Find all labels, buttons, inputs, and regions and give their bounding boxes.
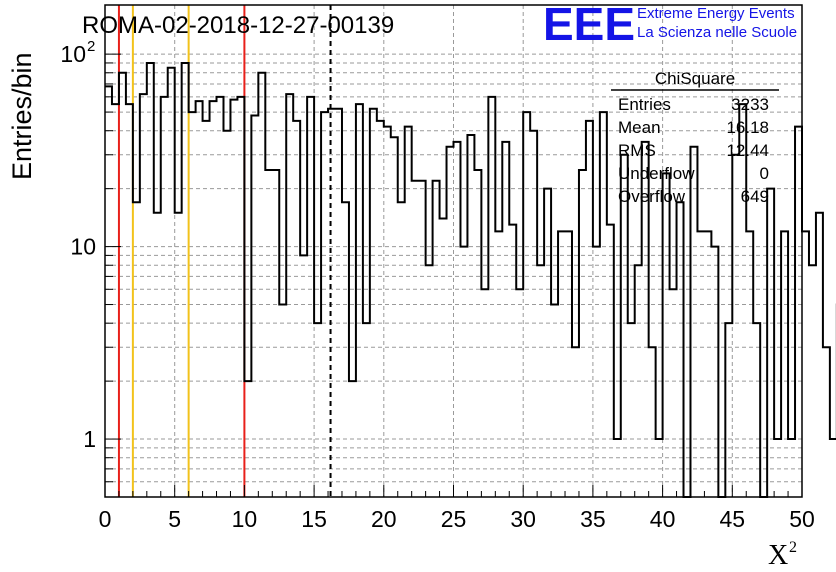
x-tick-label: 35 [580, 506, 606, 532]
run-title: ROMA-02-2018-12-27-00139 [82, 12, 394, 39]
stats-box-title: ChiSquare [655, 69, 735, 88]
y-tick-label: 10 [60, 41, 86, 67]
y-tick-label: 10 [70, 234, 96, 260]
stats-row-value: 12.44 [726, 141, 769, 160]
x-tick-label: 0 [99, 506, 112, 532]
reference-lines [117, 5, 332, 497]
eee-logo-icon: EEE [543, 0, 635, 50]
x-axis-label-superscript: 2 [789, 539, 797, 556]
x-tick-label: 15 [301, 506, 327, 532]
y-tick-label-exponent: 2 [87, 38, 95, 55]
stats-row-value: 16.18 [726, 118, 769, 137]
x-tick-label: 30 [510, 506, 536, 532]
x-tick-label: 40 [650, 506, 676, 532]
stats-row-label: Entries [618, 95, 671, 114]
x-tick-label: 45 [720, 506, 746, 532]
x-tick-label: 20 [371, 506, 397, 532]
y-tick-label: 1 [83, 426, 96, 452]
stats-row-value: 0 [760, 164, 769, 183]
logo-line-1: Extreme Energy Events [637, 5, 795, 22]
stats-row-value: 3233 [731, 95, 769, 114]
stats-box: ChiSquare Entries 3233 Mean 16.18 RMS 12.44 Un… [611, 69, 779, 206]
x-tick-label: 50 [789, 506, 815, 532]
stats-row-label: RMS [618, 141, 656, 160]
x-tick-label: 10 [232, 506, 258, 532]
axis-ticks [104, 53, 803, 498]
logo-line-2: La Scienza nelle Scuole [637, 24, 797, 41]
x-tick-label: 25 [441, 506, 467, 532]
x-axis-label: X [768, 540, 788, 571]
x-tick-label: 5 [168, 506, 181, 532]
stats-row-value: 649 [741, 187, 769, 206]
histogram-series [105, 61, 836, 498]
stats-row-label: Overflow [618, 187, 686, 206]
stats-row-label: Mean [618, 118, 661, 137]
stats-row-label: Underflow [618, 164, 695, 183]
y-axis-label: Entries/bin [7, 52, 37, 180]
